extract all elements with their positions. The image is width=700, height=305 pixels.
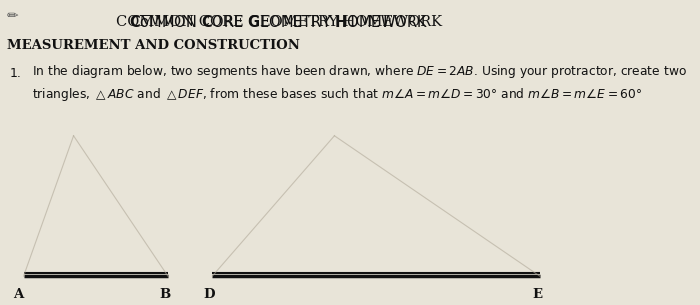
Text: ✏: ✏	[7, 9, 19, 23]
Text: MEASUREMENT AND CONSTRUCTION: MEASUREMENT AND CONSTRUCTION	[7, 39, 300, 52]
Text: In the diagram below, two segments have been drawn, where $DE = 2AB$. Using your: In the diagram below, two segments have …	[32, 63, 687, 80]
Text: 1.: 1.	[10, 67, 22, 80]
Text: COMMON CORE GEOMETRY HOMEWORK: COMMON CORE GEOMETRY HOMEWORK	[116, 15, 442, 29]
Text: A: A	[13, 288, 23, 301]
Text: D: D	[204, 288, 216, 301]
Text: E: E	[532, 288, 542, 301]
Text: $\mathbf{C}$$\overline{\mathrm{o}}$MMON $\mathbf{C}$ORE $\mathbf{G}$EOMETRY $\ma: $\mathbf{C}$$\overline{\mathrm{o}}$MMON …	[130, 15, 428, 32]
Text: triangles, $\triangle ABC$ and $\triangle DEF$, from these bases such that $m\an: triangles, $\triangle ABC$ and $\triangl…	[32, 87, 642, 103]
Text: B: B	[160, 288, 171, 301]
